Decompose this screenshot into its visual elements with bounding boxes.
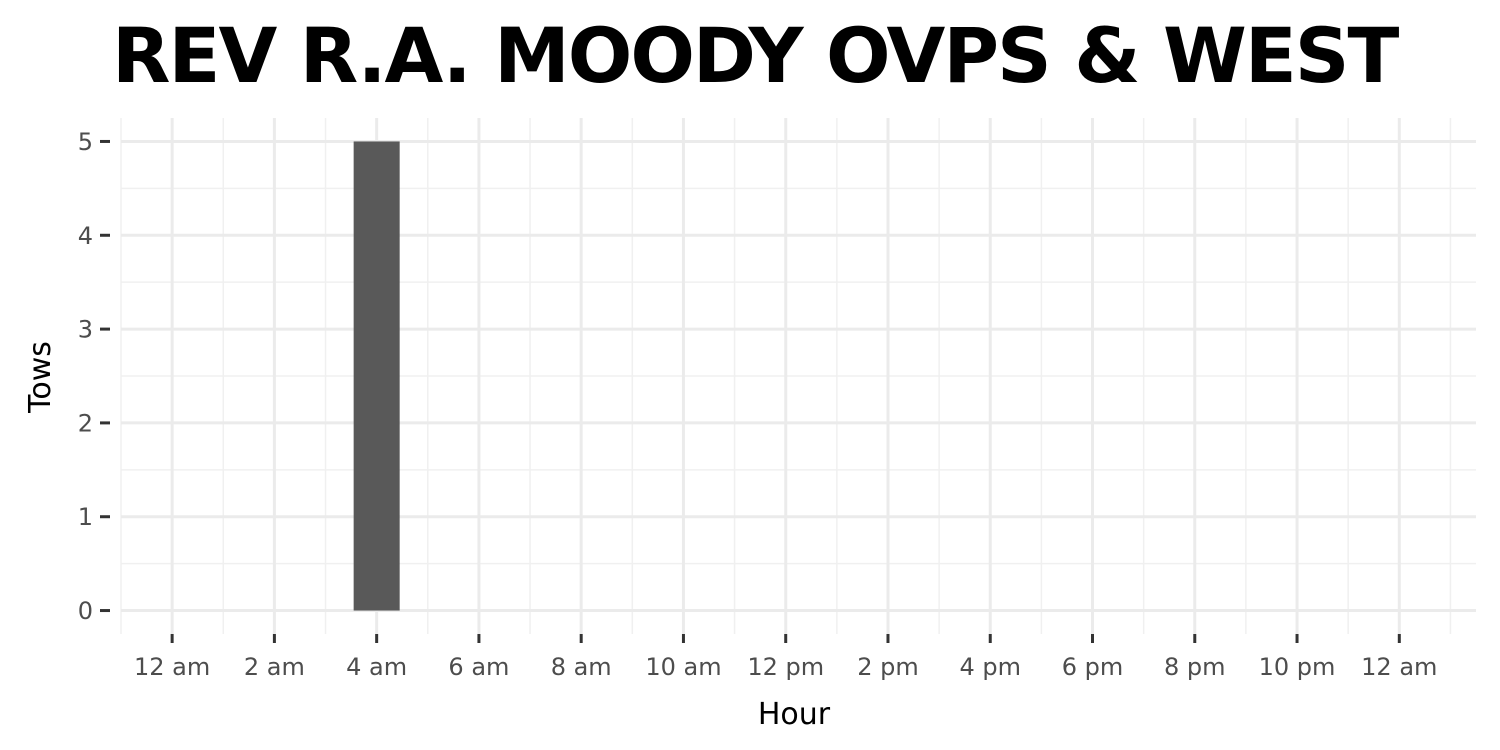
x-tick-label: 2 am <box>244 653 305 681</box>
x-tick-label: 8 pm <box>1164 653 1226 681</box>
y-tick-label: 2 <box>78 409 93 437</box>
x-tick-label: 2 pm <box>857 653 919 681</box>
y-tick-label: 0 <box>78 597 93 625</box>
x-tick-label: 12 am <box>134 653 210 681</box>
x-tick-label: 4 pm <box>959 653 1021 681</box>
y-axis-title: Tows <box>23 341 58 414</box>
x-tick-label: 4 am <box>346 653 407 681</box>
x-tick-label: 8 am <box>551 653 612 681</box>
y-tick-label: 1 <box>78 503 93 531</box>
x-tick-label: 12 pm <box>747 653 824 681</box>
x-tick-label: 6 pm <box>1062 653 1124 681</box>
chart-title: REV R.A. MOODY OVPS & WEST <box>112 11 1399 100</box>
x-axis: 12 am 2 am 4 am 6 am 8 am 10 am 12 pm 2 pm 4 pm 6… <box>134 634 1437 681</box>
minor-gridlines <box>120 118 1476 634</box>
x-tick-label: 12 am <box>1361 653 1437 681</box>
x-tick-label: 10 pm <box>1259 653 1336 681</box>
y-tick-label: 3 <box>78 316 93 344</box>
y-axis: 0 1 2 3 4 5 <box>78 128 110 625</box>
bar <box>353 141 400 611</box>
x-tick-label: 6 am <box>448 653 509 681</box>
y-tick-label: 5 <box>78 128 93 156</box>
y-tick-label: 4 <box>78 222 93 250</box>
x-tick-label: 10 am <box>645 653 721 681</box>
x-axis-title: Hour <box>758 697 831 732</box>
bars <box>353 141 400 611</box>
